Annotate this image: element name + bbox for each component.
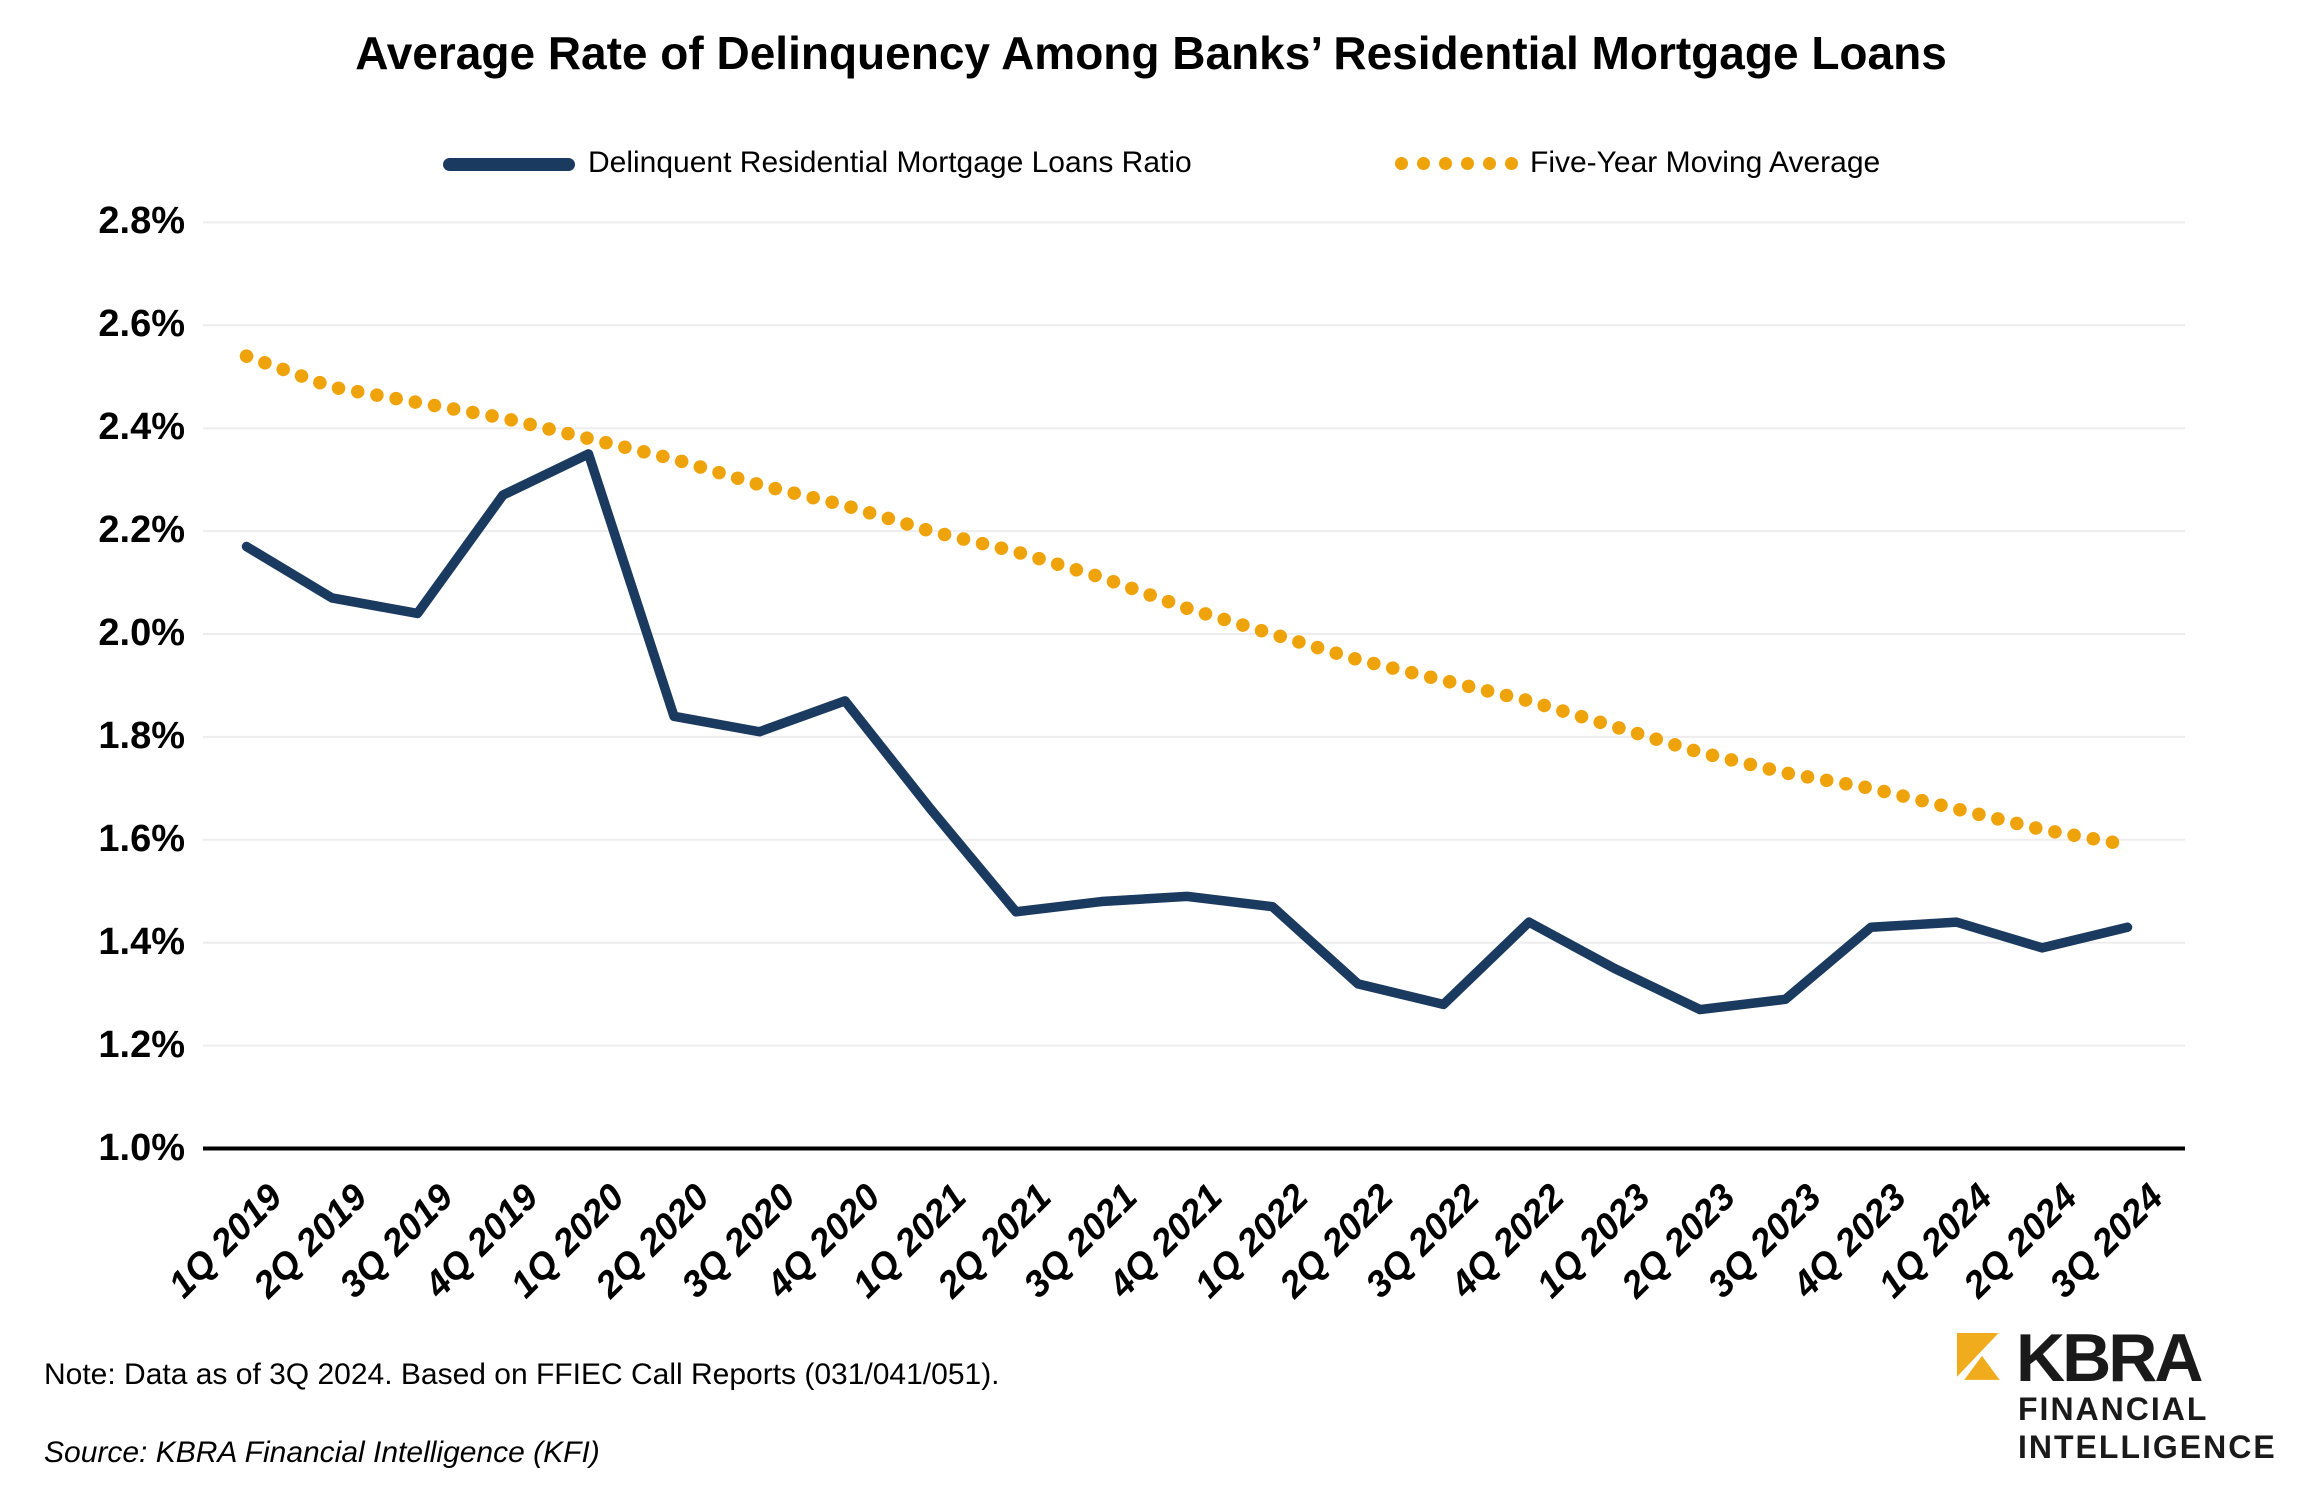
ratio-line bbox=[241, 449, 2133, 1015]
y-tick-label: 1.4% bbox=[98, 920, 185, 963]
kbra-logo-wordmark: KBRA bbox=[2016, 1320, 2203, 1396]
source-text: Source: KBRA Financial Intelligence (KFI… bbox=[44, 1436, 600, 1469]
kbra-logo-mark-icon bbox=[1956, 1333, 2000, 1380]
legend-dot-icon bbox=[1439, 157, 1452, 170]
legend-dot-icon bbox=[1395, 157, 1408, 170]
legend-dotted-line-swatch bbox=[1395, 157, 1518, 170]
y-tick-label: 2.4% bbox=[98, 406, 185, 449]
y-tick-label: 1.0% bbox=[98, 1126, 185, 1169]
y-tick-label: 2.0% bbox=[98, 612, 185, 654]
y-tick-label: 2.6% bbox=[98, 303, 185, 346]
y-tick-label: 1.6% bbox=[98, 817, 185, 860]
legend-dot-icon bbox=[1417, 157, 1430, 170]
legend-dot-icon bbox=[1461, 157, 1474, 170]
legend-label-moving-average: Five-Year Moving Average bbox=[1530, 146, 1881, 179]
chart-title: Average Rate of Delinquency Among Banks’… bbox=[355, 27, 1947, 79]
note-text: Note: Data as of 3Q 2024. Based on FFIEC… bbox=[44, 1358, 1000, 1391]
y-tick-label: 2.2% bbox=[98, 509, 185, 552]
y-tick-label: 2.8% bbox=[98, 200, 185, 243]
legend-label-ratio: Delinquent Residential Mortgage Loans Ra… bbox=[588, 146, 1192, 179]
legend-solid-line-swatch bbox=[443, 158, 575, 171]
kbra-logo-intelligence-text: INTELLIGENCE bbox=[2018, 1429, 2277, 1465]
legend-dot-icon bbox=[1483, 157, 1496, 170]
kbra-logo: KBRA FINANCIAL INTELLIGENCE bbox=[1956, 1320, 2296, 1475]
moving-average-line bbox=[239, 349, 2135, 852]
legend-dot-icon bbox=[1505, 157, 1518, 170]
y-tick-label: 1.8% bbox=[98, 714, 185, 757]
y-tick-label: 1.2% bbox=[98, 1023, 185, 1066]
kbra-logo-financial-text: FINANCIAL bbox=[2018, 1391, 2209, 1427]
